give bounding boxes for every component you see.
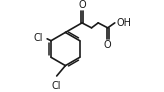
Text: OH: OH (117, 18, 132, 28)
Text: Cl: Cl (52, 80, 62, 91)
Text: O: O (78, 0, 86, 10)
Text: O: O (104, 40, 112, 50)
Text: Cl: Cl (33, 33, 43, 43)
